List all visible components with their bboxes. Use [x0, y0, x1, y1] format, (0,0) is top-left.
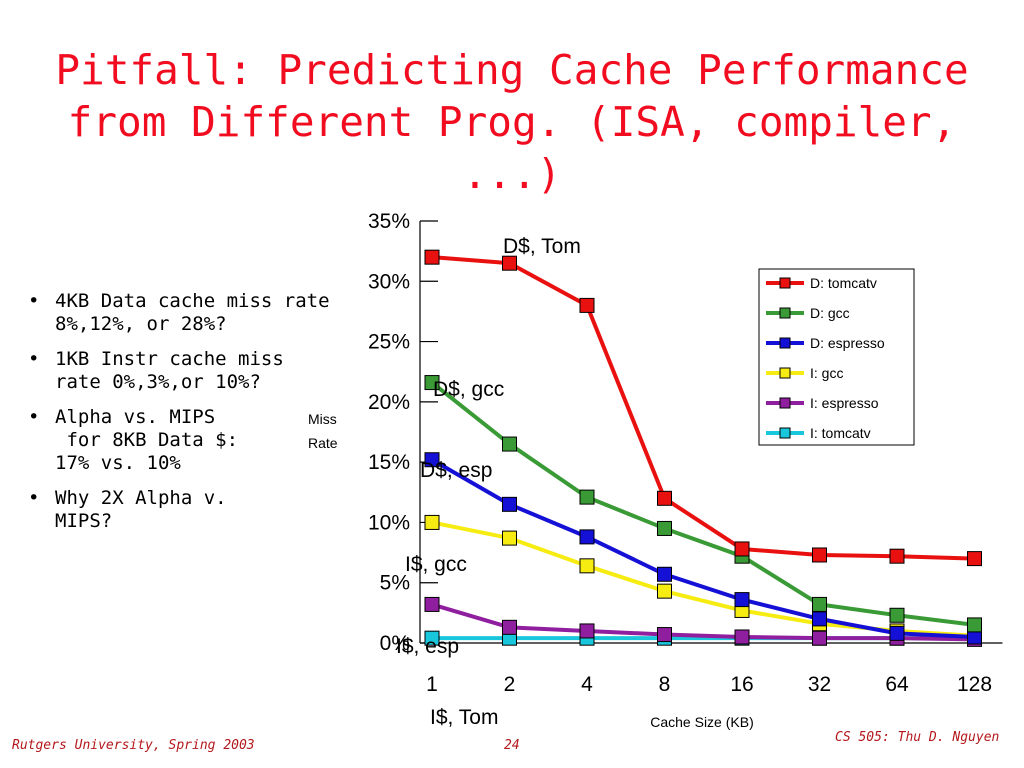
bullet-item: 4KB Data cache miss rate 8%,12%, or 28%? [26, 290, 345, 336]
y-tick-label: 20% [368, 391, 410, 414]
footer-institution: Rutgers University, Spring 2003 [12, 738, 255, 753]
data-point [967, 551, 982, 567]
x-tick-label: 8 [659, 673, 671, 696]
data-point [812, 547, 827, 563]
x-tick-label: 1 [426, 673, 438, 696]
bullet-list: 4KB Data cache miss rate 8%,12%, or 28%?… [26, 290, 356, 545]
y-tick-label: 30% [368, 270, 410, 293]
chart-legend: D: tomcatv D: gcc D: espresso I: gcc I: espr… [758, 268, 915, 446]
x-tick-label: 64 [885, 673, 909, 696]
data-point [657, 490, 672, 506]
legend-item: I: tomcatv [766, 425, 871, 441]
y-tick-label: 25% [368, 331, 410, 354]
data-point [734, 592, 750, 608]
x-tick-label: 32 [808, 673, 831, 696]
data-point [967, 617, 982, 633]
data-point [579, 489, 595, 505]
series-line [431, 457, 975, 639]
data-point [424, 375, 440, 391]
bullet-item: Why 2X Alpha v. MIPS? [26, 487, 285, 533]
legend-label: D: gcc [810, 305, 850, 321]
series-d-tomcatv [424, 249, 982, 567]
data-point [889, 607, 905, 623]
series-annotation: D$, esp [420, 459, 492, 482]
data-point [657, 566, 672, 582]
series-line [430, 380, 975, 627]
legend-swatch-marker [779, 397, 791, 409]
series-annotation: I$, Tom [430, 706, 498, 729]
bullet-item: Alpha vs. MIPS for 8KB Data $: 17% vs. 1… [26, 406, 356, 475]
data-point [424, 630, 440, 646]
legend-item: I: espresso [766, 395, 879, 411]
legend-label: D: tomcatv [810, 275, 877, 291]
y-axis-label-line: Miss [308, 411, 337, 427]
legend-label: I: gcc [810, 365, 843, 381]
data-point [424, 452, 440, 468]
y-tick-label: 10% [368, 511, 410, 534]
data-point [502, 436, 517, 452]
data-point [889, 548, 905, 564]
data-point [579, 529, 595, 545]
y-tick-label: 5% [380, 572, 410, 595]
data-point [424, 514, 440, 530]
footer-page-number: 24 [504, 738, 520, 753]
data-point [734, 629, 750, 645]
y-tick-label: 0% [380, 632, 410, 655]
y-axis-label-line: Rate [308, 435, 338, 451]
legend-label: I: espresso [810, 395, 879, 411]
title-line-3: ...) [462, 150, 562, 198]
series-annotation: D$, gcc [433, 378, 504, 401]
title-line-2: from Different Prog. (ISA, compiler, [67, 98, 957, 146]
legend-swatch-marker [779, 307, 791, 319]
data-point [812, 596, 827, 612]
data-point [657, 627, 672, 643]
y-tick-label: 35% [368, 210, 410, 233]
legend-swatch-marker [779, 367, 791, 379]
data-point [502, 530, 517, 546]
x-tick-label: 16 [730, 673, 753, 696]
data-point [889, 625, 905, 641]
series-line [431, 602, 975, 642]
legend-label: D: espresso [810, 335, 885, 351]
data-point [657, 520, 672, 536]
data-point [734, 541, 750, 557]
legend-item: D: espresso [766, 335, 885, 351]
x-tick-label: 4 [581, 673, 593, 696]
data-point [502, 255, 517, 271]
series-annotation: I$, gcc [405, 553, 467, 576]
bullet-item: 1KB Instr cache miss rate 0%,3%,or 10%? [26, 348, 320, 394]
slide-title: Pitfall: Predicting Cache Performance fr… [0, 44, 1024, 200]
y-tick-label: 15% [368, 451, 410, 474]
series-layer [424, 249, 982, 647]
data-point [424, 596, 440, 612]
x-tick-label: 128 [957, 673, 992, 696]
data-point [812, 630, 827, 646]
legend-item: D: gcc [766, 305, 850, 321]
x-tick-label: 2 [504, 673, 516, 696]
legend-box [758, 268, 915, 446]
chart-axes: 0% 5% 10% 15% 20% 25% 30% 35% 1 2 4 8 16 32 64 128 Cache… [308, 210, 1003, 730]
series-line [431, 255, 975, 561]
legend-swatch-marker [779, 427, 791, 439]
data-point [424, 249, 440, 265]
legend-swatch-marker [779, 337, 791, 349]
footer-course: CS 505: Thu D. Nguyen [835, 730, 1000, 745]
legend-label: I: tomcatv [810, 425, 871, 441]
data-point [657, 583, 672, 599]
annotation-layer: D$, Tom D$, gcc D$, esp I$, gcc I$, esp I$, T… [396, 235, 581, 729]
data-point [579, 623, 595, 639]
series-annotation: I$, esp [396, 635, 459, 658]
legend-item: I: gcc [766, 365, 843, 381]
data-point [502, 619, 517, 635]
data-point [502, 496, 517, 512]
x-axis-label: Cache Size (KB) [650, 714, 753, 730]
series-annotation: D$, Tom [503, 235, 581, 258]
data-point [579, 297, 595, 313]
data-point [579, 558, 595, 574]
data-point [812, 611, 827, 627]
title-line-1: Pitfall: Predicting Cache Performance [55, 46, 969, 94]
legend-item: D: tomcatv [766, 275, 877, 291]
legend-swatch-marker [779, 277, 791, 289]
